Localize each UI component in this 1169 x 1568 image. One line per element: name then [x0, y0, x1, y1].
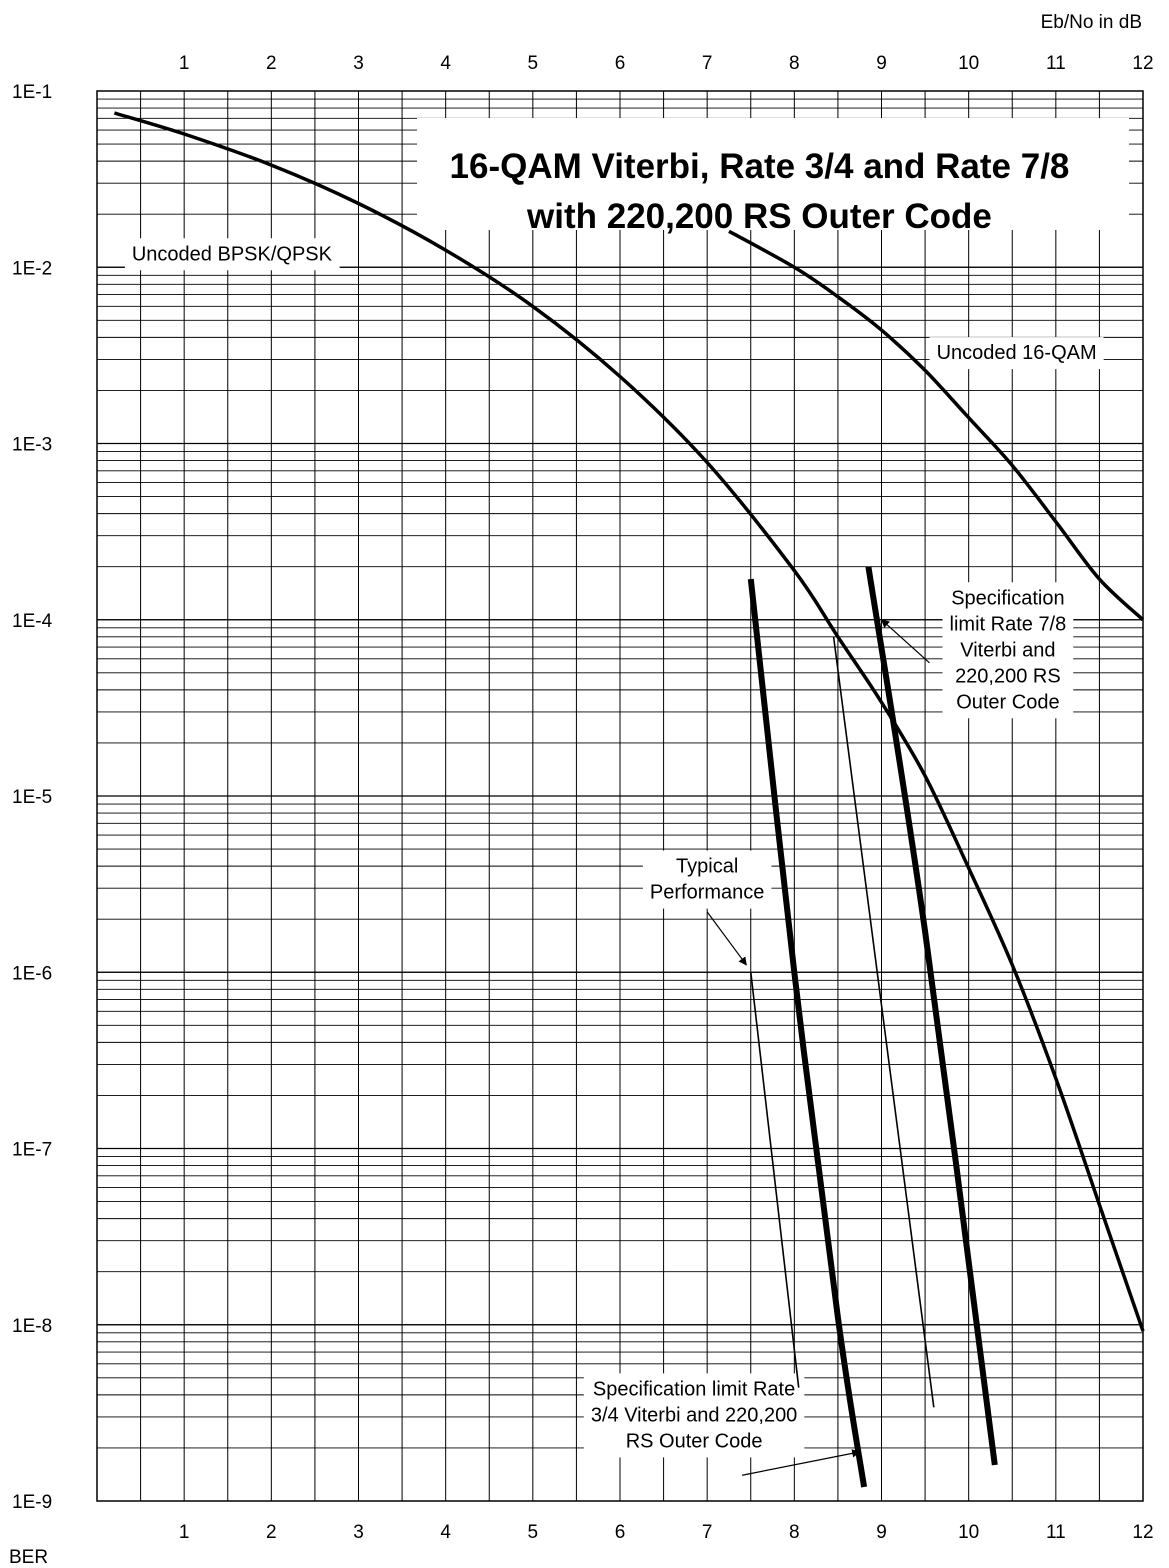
- annotation-arrow: [741, 1449, 861, 1476]
- arrows: [706, 619, 930, 1476]
- y-axis-label: BER: [9, 1547, 48, 1568]
- annotation-arrow: [880, 619, 930, 664]
- x-tick-label-bottom: 12: [1132, 1522, 1153, 1543]
- annotation: Uncoded 16-QAM: [929, 337, 1104, 370]
- x-tick-label-bottom: 7: [702, 1522, 713, 1543]
- series-line-4: [750, 972, 800, 1388]
- x-tick-label-bottom: 1: [179, 1522, 190, 1543]
- x-tick-label-top: 5: [528, 53, 539, 74]
- annotation-line: RS Outer Code: [626, 1430, 763, 1452]
- chart-title-line: with 220,200 RS Outer Code: [526, 197, 992, 236]
- x-axis-top: 1 2 3 4 5 6 7 8 9 10 11 12: [179, 53, 1154, 74]
- series-line-1: [113, 111, 1145, 1332]
- y-tick-label: 1E-3: [12, 435, 52, 456]
- y-tick-label: 1E-8: [12, 1316, 52, 1337]
- x-tick-label-top: 1: [179, 53, 190, 74]
- y-tick-label: 1E-7: [12, 1140, 52, 1161]
- chart-title: 16-QAM Viterbi, Rate 3/4 and Rate 7/8 wit…: [417, 118, 1129, 236]
- x-tick-label-top: 9: [876, 53, 887, 74]
- annotation-line: Performance: [650, 882, 765, 904]
- series-line-2: [728, 229, 1145, 622]
- x-axis-label: Eb/No in dB: [1041, 12, 1142, 33]
- y-axis: 1E-1 1E-2 1E-3 1E-4 1E-5 1E-6 1E-7 1E-8 1E-9: [12, 82, 53, 1513]
- annotation: Typical Performance: [642, 850, 772, 909]
- title-background: [417, 118, 1129, 230]
- x-tick-label-bottom: 5: [528, 1522, 539, 1543]
- annotation-line: 3/4 Viterbi and 220,200: [591, 1404, 797, 1426]
- annotation: Specification limit Rate 7/8 Viterbi and 22…: [942, 582, 1074, 719]
- x-tick-label-top: 7: [702, 53, 713, 74]
- x-tick-label-top: 4: [440, 53, 451, 74]
- chart-title-line: 16-QAM Viterbi, Rate 3/4 and Rate 7/8: [450, 147, 1070, 186]
- annotation-line: Outer Code: [956, 691, 1059, 713]
- annotation-background: [929, 337, 1104, 370]
- y-tick-label: 1E-6: [12, 963, 52, 984]
- annotation-arrow: [706, 911, 747, 966]
- annotation-line: 220,200 RS: [955, 665, 1061, 687]
- annotation: Specification limit Rate 3/4 Viterbi and …: [583, 1373, 805, 1458]
- y-tick-label: 1E-5: [12, 787, 52, 808]
- annotations: Uncoded BPSK/QPSK Uncoded 16-QAM Specifica…: [124, 238, 1104, 1458]
- y-tick-label: 1E-2: [12, 258, 52, 279]
- x-tick-label-bottom: 4: [440, 1522, 451, 1543]
- annotation-line: Specification: [951, 587, 1064, 609]
- x-tick-label-bottom: 11: [1046, 1522, 1066, 1543]
- x-tick-label-top: 2: [266, 53, 277, 74]
- annotation-background: [124, 238, 340, 271]
- series-line-5: [865, 566, 998, 1466]
- annotation-line: limit Rate 7/8: [950, 613, 1067, 635]
- x-tick-label-bottom: 3: [353, 1522, 364, 1543]
- x-tick-label-bottom: 10: [958, 1522, 979, 1543]
- x-tick-label-bottom: 2: [266, 1522, 277, 1543]
- annotation-background: [642, 850, 772, 909]
- annotation-background: [942, 582, 1074, 719]
- x-tick-label-bottom: 9: [876, 1522, 887, 1543]
- grid: [97, 91, 1143, 1501]
- x-tick-label-top: 10: [958, 53, 979, 74]
- x-tick-label-bottom: 8: [789, 1522, 800, 1543]
- annotation-line: Typical: [676, 856, 738, 878]
- y-tick-label: 1E-9: [12, 1492, 52, 1513]
- annotation-line: Uncoded BPSK/QPSK: [132, 243, 333, 265]
- x-tick-label-top: 6: [615, 53, 626, 74]
- x-tick-label-top: 12: [1132, 53, 1153, 74]
- annotation-line: Uncoded 16-QAM: [937, 342, 1097, 364]
- y-tick-label: 1E-1: [12, 82, 52, 103]
- annotation-line: Specification limit Rate: [593, 1378, 795, 1400]
- x-axis-bottom: 1 2 3 4 5 6 7 8 9 10 11 12: [179, 1522, 1154, 1543]
- annotation-line: Viterbi and: [960, 639, 1055, 661]
- series-group: [113, 111, 1145, 1488]
- x-tick-label-top: 11: [1046, 53, 1066, 74]
- annotation: Uncoded BPSK/QPSK: [124, 238, 340, 271]
- x-tick-label-top: 3: [353, 53, 364, 74]
- annotation-background: [583, 1373, 805, 1458]
- y-tick-label: 1E-4: [12, 611, 53, 632]
- x-tick-label-bottom: 6: [615, 1522, 626, 1543]
- series-line-6: [832, 636, 935, 1408]
- plot-frame: [96, 90, 1144, 1502]
- series-line-3: [747, 578, 868, 1488]
- x-tick-label-top: 8: [789, 53, 800, 74]
